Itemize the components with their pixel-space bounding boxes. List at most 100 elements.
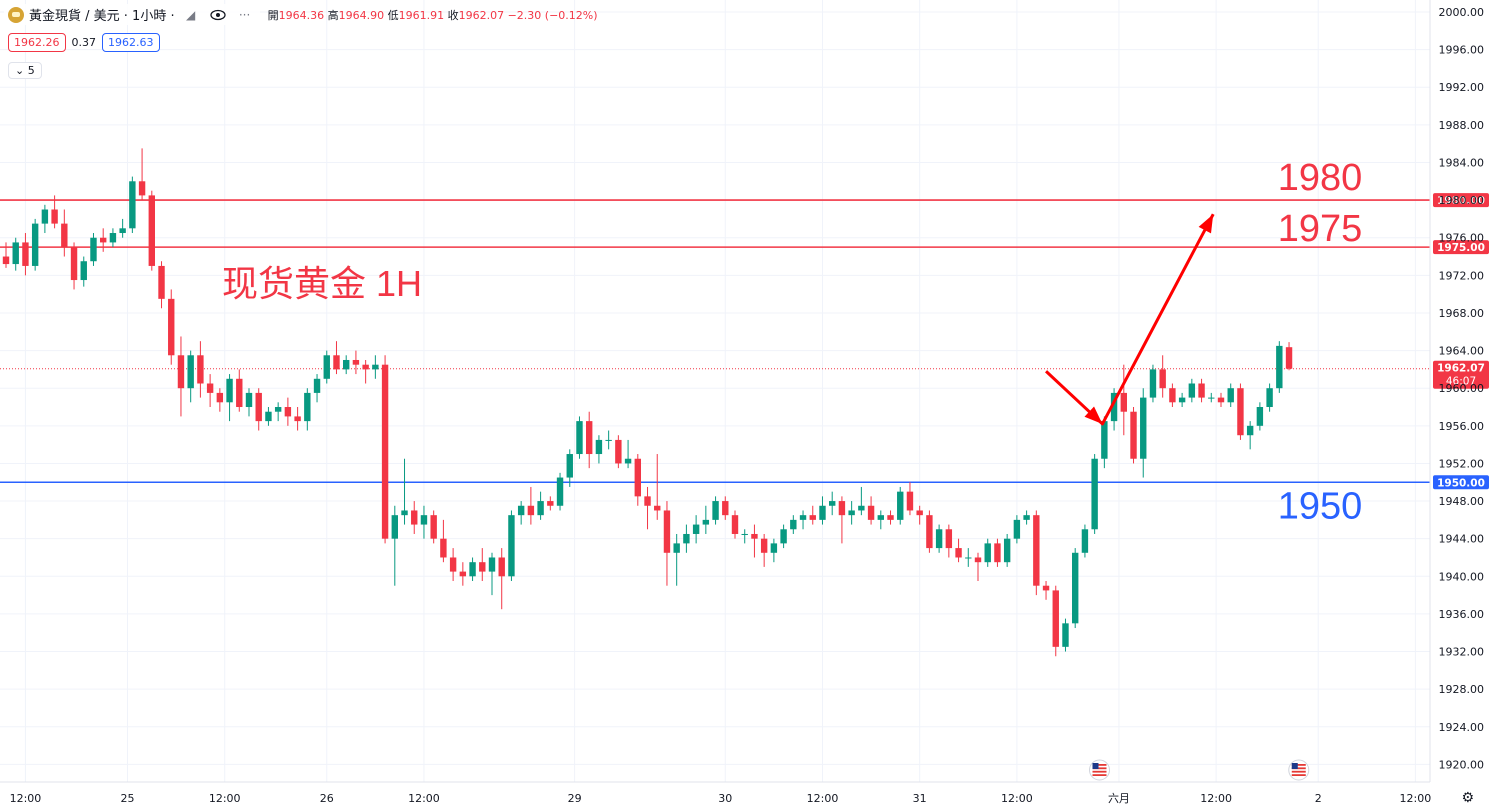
candle-body [1101,421,1108,459]
candle-body [838,501,846,516]
price-tick-label: 1976.00 [1439,232,1485,245]
candle-body [624,458,632,464]
candle-body [517,505,525,516]
candle-body [119,228,126,234]
more-icon[interactable]: ··· [238,7,251,22]
low-value: 1961.91 [398,8,445,22]
candle-body [352,359,360,365]
price-tick-label: 1956.00 [1439,420,1485,433]
candle-body [867,505,875,520]
candle-body [138,181,146,196]
time-axis[interactable]: 12:00 25 12:00 26 12:00 29 30 12:00 31 12:00 六月 12:… [0,759,1432,805]
buy-price-button[interactable]: 1962.63 [102,33,160,52]
candle-body [100,237,107,243]
candle-body [537,501,544,516]
candle-body [294,416,301,422]
candle-body [809,515,816,520]
candle-body [1178,397,1186,403]
candle-body [673,543,680,553]
candle-body [168,298,175,356]
candle-body [858,505,865,511]
us-flag-event-icon[interactable] [1288,759,1310,781]
candle-body [304,392,311,422]
candle-body [459,571,467,577]
price-tick-label: 1964.00 [1439,345,1485,358]
candle-body [1120,392,1127,412]
last-price-tag [1433,360,1489,389]
eye-icon[interactable] [207,6,229,24]
candle-body [236,378,243,408]
candle-body [945,529,953,549]
symbol-info[interactable]: 黃金現貨 / 美元 · 1小時 · ◢ ··· [4,4,260,25]
price-tick-label: 1988.00 [1439,119,1485,132]
candle-body [1091,458,1098,530]
candle-body [323,355,330,379]
settings-icon[interactable]: ⚙ [1461,790,1474,806]
flag-icon-stripe [1291,770,1306,773]
candle-body [780,529,787,544]
candle-body [955,548,962,558]
candle-body [1052,590,1059,647]
candle-body [1003,538,1011,563]
flag-icon-stripe [1092,764,1107,766]
projection-arrow [1045,213,1215,426]
candle-body [566,454,573,478]
candle-body [877,515,884,520]
candle-body [1033,515,1040,586]
candle-body [1266,388,1273,408]
candle-body [1276,345,1283,389]
candle-body [994,543,1001,563]
candle-body [926,515,933,549]
time-tick-label: 六月 [1108,792,1130,805]
time-tick-label: 12:00 [1001,792,1033,805]
price-tick-label: 1928.00 [1439,683,1485,696]
sell-price-button[interactable]: 1962.26 [8,33,66,52]
drawing-overlay: 现货黄金 1H [222,213,1215,426]
candle-body [1081,529,1089,553]
time-tick-label: 2 [1315,792,1322,805]
candle-body [576,421,583,455]
candle-body [31,223,39,266]
us-flag-event-icon[interactable] [1089,759,1110,781]
spread-value: 0.37 [71,36,97,49]
candle-body [1013,519,1021,539]
candle-body [906,491,914,511]
time-tick-label: 12:00 [1400,792,1432,805]
hide-icon[interactable]: ◢ [185,7,196,22]
candle-body [1217,397,1225,403]
candle-body [440,538,447,558]
flag-icon-canton [1291,763,1298,769]
candle-body [1062,623,1069,647]
price-tick-label: 1924.00 [1439,721,1485,734]
candle-body [479,562,486,572]
candle-body [722,501,729,516]
candle-body [333,355,340,370]
price-tick-label: 1940.00 [1439,570,1485,583]
candle-body [741,533,748,535]
candle-body [615,439,622,464]
chart-title: 现货黄金 1H [222,263,422,304]
high-label: 高 [327,8,339,22]
candle-body [401,510,408,516]
candle-body [1198,383,1205,398]
candle-body [2,256,10,265]
time-tick-label: 31 [913,792,927,805]
price-axis[interactable]: 2000.00 1996.00 1992.00 1988.00 1984.00 1980.… [1429,0,1485,782]
candle-body [469,562,476,577]
candle-body [70,247,78,281]
flag-icon-stripe [1092,770,1107,773]
candle-body [1023,515,1030,520]
level-tag-1975 [1433,240,1489,255]
candle-body [1237,388,1244,436]
symbol-title[interactable]: 黃金現貨 / 美元 · 1小時 · [29,9,175,24]
candle-body [41,209,49,224]
price-tick-label: 1932.00 [1439,646,1485,659]
time-tick-label: 12:00 [408,792,440,805]
indicators-toggle[interactable]: ⌄ 5 [8,62,42,79]
candle-body [702,519,710,525]
time-tick-label: 12:00 [807,792,839,805]
level-tag-label: 1980.00 [1437,195,1485,207]
price-tick-label: 1968.00 [1439,307,1485,320]
candle-body [848,510,855,516]
